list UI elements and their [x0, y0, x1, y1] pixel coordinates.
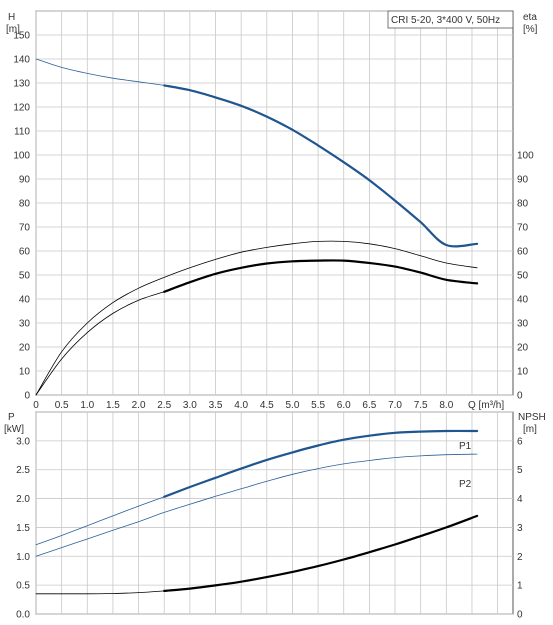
npsh-axis-unit: [m]: [523, 424, 537, 435]
x-axis-tick-label: 2.5: [157, 400, 171, 411]
upper-series: [35, 58, 479, 396]
right-axis-tick-label: 40: [517, 295, 529, 306]
right-axis-tick-label: 3: [517, 523, 523, 534]
right-axis-tick-label: 60: [517, 247, 529, 258]
q-axis-label: Q [m³/h]: [468, 400, 504, 411]
x-axis-tick-label: 3.5: [209, 400, 223, 411]
left-axis-tick-label: 100: [13, 151, 30, 162]
left-axis-tick-label: 110: [14, 127, 30, 138]
x-axis-tick-label: 5.0: [285, 400, 299, 411]
p1-series-label: P1: [459, 441, 472, 452]
lower-ticks: 0.0 0.5 1.0 1.5 2.0 2.5 3.0 0 1 2 3 4 5 6: [16, 436, 523, 620]
x-axis-tick-label: 6.5: [362, 400, 376, 411]
h-axis-label: H: [8, 12, 15, 23]
left-axis-tick-label: 2.0: [16, 494, 30, 505]
right-axis-tick-label: 6: [517, 436, 523, 447]
left-axis-tick-label: 1.0: [16, 552, 30, 563]
left-axis-tick-label: 150: [13, 31, 30, 42]
left-axis-tick-label: 40: [19, 295, 31, 306]
series-line-0-2: [35, 240, 478, 396]
eta-axis-unit: [%]: [523, 24, 538, 35]
right-axis-tick-label: 100: [517, 151, 534, 162]
x-axis-tick-label: 2.0: [132, 400, 146, 411]
p2-series-label: P2: [459, 479, 472, 490]
right-axis-tick-label: 80: [517, 199, 529, 210]
x-axis-tick-label: 8.0: [439, 400, 453, 411]
right-axis-tick-label: 20: [517, 343, 529, 354]
series-line-0-3: [35, 291, 165, 396]
x-axis-tick-label: 6.0: [337, 400, 351, 411]
lower-plot-frame: [35, 411, 514, 615]
series-line-1-3: [35, 590, 165, 595]
left-axis-tick-label: 80: [19, 199, 31, 210]
right-axis-tick-label: 0: [517, 610, 523, 621]
left-axis-tick-label: 3.0: [16, 436, 30, 447]
left-axis-tick-label: 10: [19, 367, 31, 378]
left-axis-tick-label: 120: [13, 103, 30, 114]
p-axis-label: P: [8, 412, 15, 423]
eta-axis-label: eta: [523, 12, 537, 23]
left-axis-tick-label: 130: [13, 79, 30, 90]
left-axis-tick-label: 70: [19, 223, 31, 234]
right-axis-tick-label: 0: [517, 391, 523, 402]
chart-title-box: CRI 5-20, 3*400 V, 50Hz: [387, 10, 514, 29]
x-axis-tick-label: 4.0: [234, 400, 248, 411]
left-axis-tick-label: 50: [19, 271, 31, 282]
x-axis-tick-label: 4.5: [260, 400, 274, 411]
left-axis-tick-label: 0.5: [16, 581, 30, 592]
right-axis-tick-label: 2: [517, 552, 523, 563]
right-axis-tick-label: 1: [517, 581, 523, 592]
series-line-1-2: [35, 453, 478, 557]
right-axis-tick-label: 5: [517, 465, 523, 476]
x-axis-tick-label: 5.5: [311, 400, 325, 411]
left-axis-tick-label: 90: [19, 175, 31, 186]
x-axis-tick-label: 3.0: [183, 400, 197, 411]
upper-ticks: 0102030405060708090100110120130140150010…: [13, 31, 534, 412]
left-axis-tick-label: 1.5: [16, 523, 30, 534]
left-axis-tick-label: 0.0: [16, 610, 30, 621]
x-axis-tick-label: 0.5: [55, 400, 69, 411]
right-axis-tick-label: 70: [517, 223, 529, 234]
series-line-1-0: [35, 496, 165, 546]
lower-series: [35, 429, 479, 595]
left-axis-tick-label: 140: [13, 55, 30, 66]
right-axis-tick-label: 4: [517, 494, 523, 505]
left-axis-tick-label: 20: [19, 343, 31, 354]
right-axis-tick-label: 30: [517, 319, 529, 330]
p-axis-unit: [kW]: [4, 424, 24, 435]
left-axis-tick-label: 0: [24, 391, 30, 402]
left-axis-tick-label: 30: [19, 319, 31, 330]
series-line-0-4: [163, 259, 479, 293]
series-line-0-1: [163, 84, 479, 248]
h-axis-unit: [m]: [6, 24, 20, 35]
left-axis-tick-label: 60: [19, 247, 31, 258]
x-axis-tick-label: 0: [33, 400, 39, 411]
x-axis-tick-label: 7.5: [414, 400, 428, 411]
lower-panel: 0.0 0.5 1.0 1.5 2.0 2.5 3.0 0 1 2 3 4 5 6 P [kW] NPSH…: [4, 411, 546, 621]
series-line-1-4: [163, 514, 479, 592]
right-axis-tick-label: 10: [517, 367, 529, 378]
series-line-0-0: [35, 58, 165, 86]
upper-panel: 0102030405060708090100110120130140150010…: [6, 10, 538, 412]
series-line-1-1: [163, 429, 479, 498]
x-axis-tick-label: 7.0: [388, 400, 402, 411]
left-axis-tick-label: 2.5: [16, 465, 30, 476]
right-axis-tick-label: 90: [517, 175, 529, 186]
upper-grid: [35, 10, 513, 396]
right-axis-tick-label: 50: [517, 271, 529, 282]
x-axis-tick-label: 1.0: [80, 400, 94, 411]
lower-grid: [35, 411, 513, 615]
chart-title: CRI 5-20, 3*400 V, 50Hz: [391, 15, 500, 26]
npsh-axis-label: NPSH: [518, 412, 546, 423]
x-axis-tick-label: 1.5: [106, 400, 120, 411]
